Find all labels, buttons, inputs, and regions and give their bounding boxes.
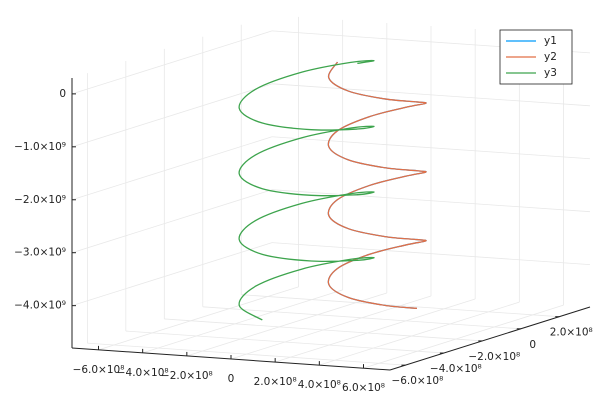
y-tick-label: −6.0×10⁸ — [391, 375, 443, 387]
grid-line — [71, 136, 273, 201]
x-tick-label: −4.0×10⁸ — [117, 367, 169, 379]
x-tick-label: 0 — [228, 373, 235, 385]
grid-line — [363, 304, 564, 369]
grid-line — [125, 330, 444, 354]
y-tick-label: 0 — [529, 339, 536, 351]
legend: y1 y2 y3 — [499, 29, 573, 85]
plot-area — [238, 59, 427, 321]
legend-label: y2 — [544, 51, 557, 63]
grid-line — [202, 306, 521, 330]
grid-line — [186, 292, 387, 357]
legend-label: y1 — [544, 35, 557, 47]
x-tick-label: 6.0×10⁸ — [342, 382, 385, 394]
y-tick-label: −4.0×10⁸ — [430, 363, 482, 375]
y-tick-label: −2.0×10⁸ — [468, 351, 520, 363]
z-tick-label: −4.0×10⁹ — [14, 300, 66, 312]
grid-line — [71, 242, 273, 307]
z-tick-label: −2.0×10⁹ — [14, 194, 66, 206]
x-tick-label: −2.0×10⁸ — [161, 370, 213, 382]
grid-line — [142, 289, 343, 354]
grid-line — [271, 242, 591, 266]
grid-line — [271, 136, 591, 160]
grid-line — [71, 30, 273, 95]
grid-line — [275, 298, 476, 363]
y-tick-label: 2.0×10⁸ — [550, 327, 593, 339]
grid-line — [241, 294, 560, 318]
axes: −6.0×10⁸−4.0×10⁸−2.0×10⁸ 0 2.0×10⁸ 4.0×10⁸ 6… — [14, 78, 593, 394]
grid-line — [71, 83, 273, 148]
grid-line — [71, 189, 273, 254]
z-tick-label: −1.0×10⁹ — [14, 141, 66, 153]
series-line — [238, 59, 375, 321]
x-tick-label: 2.0×10⁸ — [254, 376, 297, 388]
grid-line — [271, 189, 591, 213]
grid-line — [271, 83, 591, 107]
grid-line — [87, 342, 406, 366]
z-tick-label: −3.0×10⁹ — [14, 247, 66, 259]
x-tick-label: 4.0×10⁸ — [298, 379, 341, 391]
legend-label: y3 — [544, 67, 557, 79]
z-tick-label: 0 — [59, 88, 66, 100]
y-axis — [389, 306, 591, 371]
grid-line — [98, 286, 299, 351]
x-tick-label: −6.0×10⁸ — [73, 364, 125, 376]
grid-line — [319, 301, 520, 366]
grid-line — [164, 318, 483, 342]
